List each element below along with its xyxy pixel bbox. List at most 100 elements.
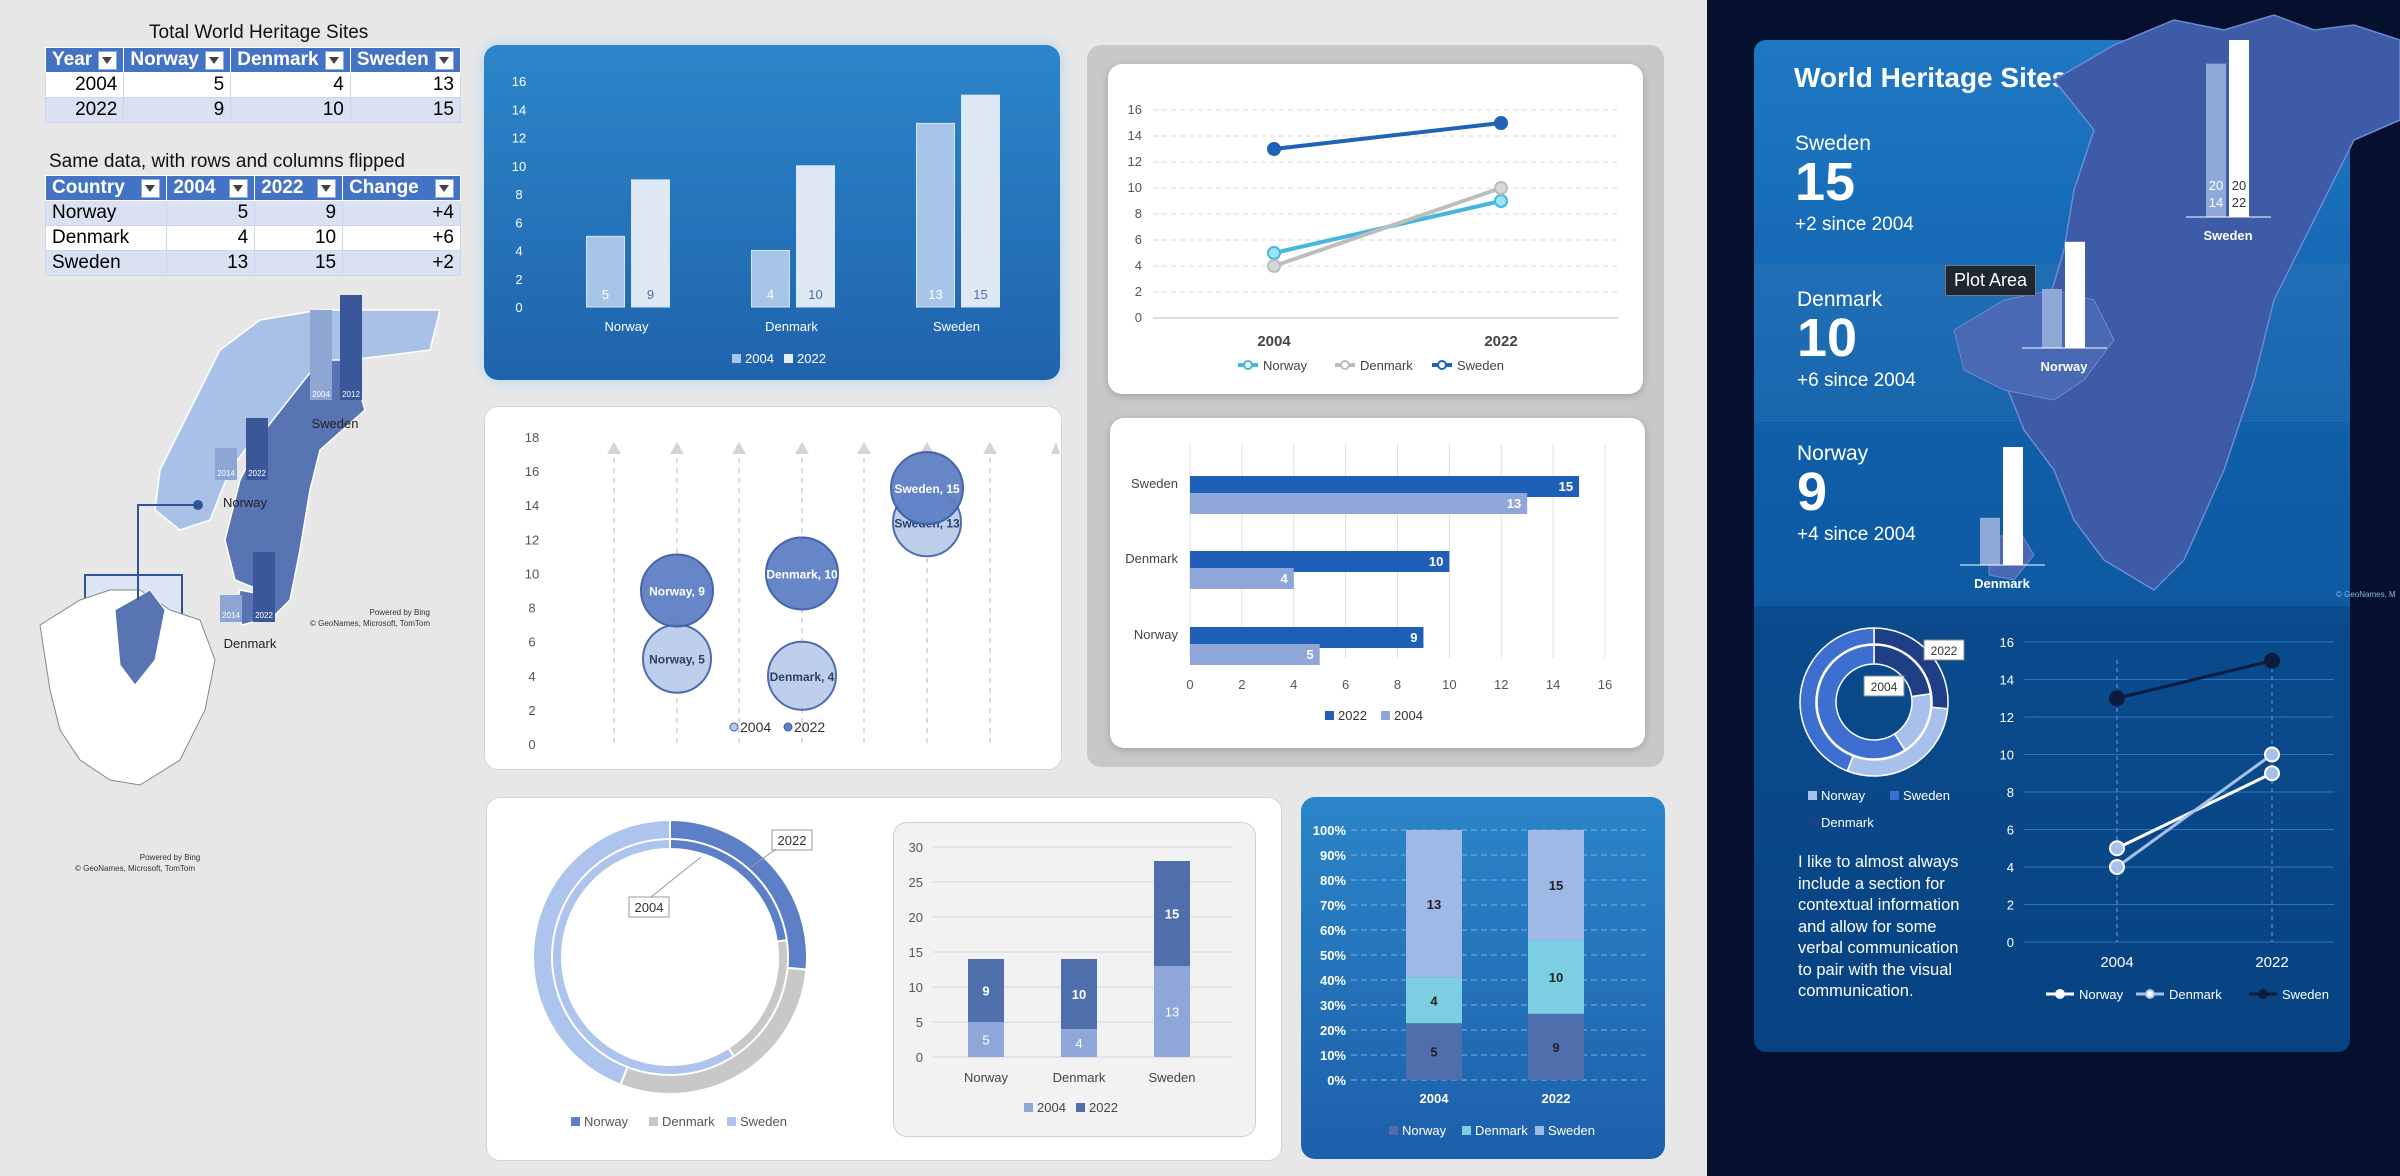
table-cell[interactable]: 9 — [123, 97, 232, 123]
bubble-label: Norway, 5 — [649, 653, 705, 667]
axis-tick: 90% — [1320, 848, 1346, 863]
axis-tick: 70% — [1320, 898, 1346, 913]
data-label: 5 — [602, 287, 609, 302]
table-cell[interactable]: 10 — [230, 97, 351, 123]
map-bar-label: 2014 — [217, 469, 235, 478]
map-bar[interactable] — [253, 552, 275, 622]
axis-tick: 6 — [1135, 232, 1142, 247]
filter-dropdown-icon[interactable] — [98, 51, 118, 70]
table2[interactable]: Country 2004 2022 Change Norway 5 9 +4 D… — [44, 175, 461, 276]
data-label: 9 — [982, 984, 989, 999]
table-row[interactable]: 2004 5 4 13 — [44, 72, 462, 98]
table2-header-2022[interactable]: 2022 — [254, 175, 344, 201]
bar-chart-2004-2022[interactable]: 0 2 4 6 8 10 12 14 16 5 9 Norway 4 10 Denmark 13 15 Swede… — [484, 45, 1060, 380]
donut-chart[interactable]: 2004 2022 Norway Denmark Sweden — [486, 797, 886, 1159]
legend-swatch — [1024, 1103, 1033, 1112]
table-cell[interactable]: 2022 — [44, 97, 125, 123]
map-bar[interactable] — [215, 448, 237, 480]
table-row[interactable]: Sweden 13 15 +2 — [44, 250, 461, 276]
bubble-chart[interactable]: 0 2 4 6 8 10 12 14 16 18 Norway, 5 Denmark, 4 Sweden… — [484, 406, 1060, 768]
map-country-label: Denmark — [1974, 576, 2030, 591]
table-cell[interactable]: 9 — [254, 200, 344, 226]
category-label: Norway — [1134, 627, 1179, 642]
dashboard-donut-chart[interactable]: 2004 2022 Norway Sweden Denmark — [1754, 620, 1984, 850]
stacked-100-chart[interactable]: 0% 10% 20% 30% 40% 50% 60% 70% 80% 90% 100% 5 4 13 200… — [1301, 797, 1665, 1159]
map-bar[interactable] — [310, 310, 332, 400]
table-cell[interactable]: 2004 — [44, 72, 125, 98]
table-cell[interactable]: 13 — [349, 72, 462, 98]
table-row[interactable]: Norway 5 9 +4 — [44, 200, 461, 226]
legend-label: Norway — [1402, 1123, 1447, 1138]
data-label: 15 — [973, 287, 987, 302]
filter-dropdown-icon[interactable] — [435, 179, 454, 198]
table-cell[interactable]: +6 — [342, 225, 461, 251]
table2-header-country[interactable]: Country — [44, 175, 168, 201]
map-country-label: Norway — [2041, 359, 2089, 374]
table-cell[interactable]: 5 — [123, 72, 232, 98]
map-bar[interactable] — [246, 418, 268, 480]
filter-dropdown-icon[interactable] — [324, 51, 344, 70]
bubble-label: Sweden, 15 — [894, 482, 960, 496]
callout-line — [750, 848, 777, 868]
table-cell[interactable]: 13 — [166, 250, 256, 276]
filter-dropdown-icon[interactable] — [205, 51, 225, 70]
map-bar — [1980, 517, 2000, 565]
table2-header-2004[interactable]: 2004 — [166, 175, 256, 201]
table-cell[interactable]: 10 — [254, 225, 344, 251]
table1-header-year[interactable]: Year — [44, 47, 125, 73]
table-row[interactable]: Denmark 4 10 +6 — [44, 225, 461, 251]
table-cell[interactable]: Sweden — [44, 250, 168, 276]
legend-label: Sweden — [740, 1114, 787, 1129]
map-bar[interactable] — [220, 595, 242, 622]
data-point — [1494, 181, 1508, 195]
bubble — [640, 553, 714, 628]
table1[interactable]: Year Norway Denmark Sweden 2004 5 4 13 2… — [44, 47, 462, 123]
line-chart-2004-2022[interactable]: 0 2 4 6 8 10 12 14 16 2004 2022 Norway Denmark Sweden — [1108, 64, 1643, 394]
table1-header-norway[interactable]: Norway — [123, 47, 232, 73]
map-bar — [2229, 40, 2249, 217]
callout-box — [1863, 675, 1905, 697]
table-cell[interactable]: 4 — [166, 225, 256, 251]
axis-tick: 16 — [512, 74, 526, 89]
bar-segment — [1154, 861, 1190, 966]
table2-header-change[interactable]: Change — [342, 175, 461, 201]
dashboard-map[interactable]: Norway Sweden Denmark 20 14 20 22 — [1754, 0, 2400, 620]
table1-header-denmark[interactable]: Denmark — [230, 47, 351, 73]
stat-change: +6 — [1797, 370, 1819, 391]
filter-dropdown-icon[interactable] — [141, 179, 161, 198]
left-map-chart[interactable]: 2004 2012 Sweden 2014 2022 Norway 2014 2… — [20, 290, 440, 880]
stacked-bar-chart[interactable]: 0 5 10 15 20 25 30 5 9 Norway 4 10 Denmark 13 15 Sweden… — [893, 822, 1254, 1135]
table-cell[interactable]: 15 — [349, 97, 462, 123]
table1-header-sweden[interactable]: Sweden — [349, 47, 462, 73]
category-label: 2022 — [1484, 333, 1517, 350]
stat-country: Denmark — [1797, 288, 1883, 311]
stat-since: since 2004 — [1823, 524, 1916, 545]
legend-label: Denmark — [2169, 987, 2222, 1002]
table-cell[interactable]: Denmark — [44, 225, 168, 251]
table-cell[interactable]: 5 — [166, 200, 256, 226]
data-label: 4 — [1075, 1036, 1082, 1051]
table-cell[interactable]: Norway — [44, 200, 168, 226]
callout-line — [137, 504, 198, 600]
table-cell[interactable]: +2 — [342, 250, 461, 276]
data-label: 5 — [982, 1033, 989, 1048]
data-label: 15 — [1559, 479, 1573, 494]
axis-tick: 0 — [1135, 310, 1142, 325]
table-cell[interactable]: +4 — [342, 200, 461, 226]
filter-dropdown-icon[interactable] — [317, 179, 337, 198]
map-bar[interactable] — [340, 295, 362, 400]
axis-tick: 10 — [512, 159, 526, 174]
table-cell[interactable]: 4 — [230, 72, 351, 98]
axis-tick: 6 — [2007, 823, 2014, 838]
map-bar-label: 20 — [2232, 178, 2246, 193]
horizontal-bar-chart[interactable]: 0 2 4 6 8 10 12 14 16 Norway 9 5 Denmark 10 4 Sweden 15 1… — [1110, 418, 1645, 748]
axis-tick: 30% — [1320, 998, 1346, 1013]
axis-tick: 6 — [515, 215, 522, 230]
filter-dropdown-icon[interactable] — [229, 179, 249, 198]
table2-title: Same data, with rows and columns flipped — [49, 151, 405, 172]
dashboard-line-chart[interactable]: 0 2 4 6 8 10 12 14 16 2004 2022 Norway Denmark Sweden — [1984, 620, 2350, 1020]
table-row[interactable]: 2022 9 10 15 — [44, 97, 462, 123]
table-cell[interactable]: 15 — [254, 250, 344, 276]
axis-tick: 40% — [1320, 973, 1346, 988]
filter-dropdown-icon[interactable] — [435, 51, 454, 70]
